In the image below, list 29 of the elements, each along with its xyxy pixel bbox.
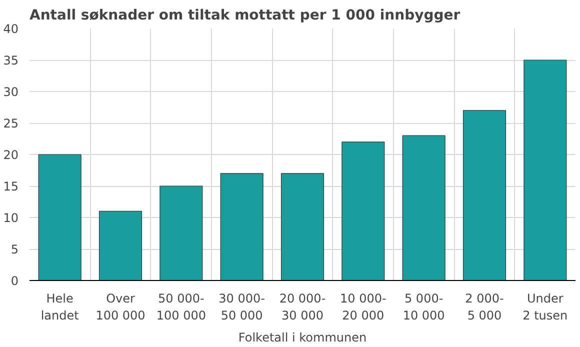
y-tick-label: 20: [3, 148, 19, 162]
x-tick-label: 30 000- 50 000: [218, 292, 265, 322]
y-tick-label: 5: [10, 242, 19, 256]
y-tick-label: 15: [3, 180, 19, 194]
bar: [38, 154, 82, 280]
y-tick-label: 40: [3, 22, 19, 36]
x-tick-label: 2 000- 5 000: [465, 292, 504, 322]
y-tick-label: 30: [3, 85, 19, 99]
y-tick-label: 35: [3, 54, 19, 68]
x-axis-title: Folketall i kommunen: [238, 330, 367, 344]
y-tick-label: 0: [10, 274, 19, 288]
x-tick-label: Over 100 000: [96, 292, 146, 322]
x-tick-label: 20 000- 30 000: [279, 292, 326, 322]
y-tick-label: 10: [3, 211, 19, 225]
y-tick-label: 25: [3, 116, 19, 130]
bar: [402, 135, 446, 280]
bar: [160, 186, 203, 280]
chart-title: Antall søknader om tiltak mottatt per 1 000 innbygger: [30, 8, 460, 24]
bar: [280, 173, 324, 280]
bar: [342, 142, 385, 280]
x-tick-label: 50 000- 100 000: [156, 292, 206, 322]
x-tick-label: 5 000- 10 000: [402, 292, 445, 322]
x-tick-label: Hele landet: [40, 292, 80, 322]
bar: [98, 210, 142, 280]
bar: [220, 173, 264, 280]
bar: [462, 110, 506, 280]
bar: [524, 60, 567, 280]
x-tick-label: 10 000- 20 000: [340, 292, 386, 322]
x-tick-label: Under 2 tusen: [522, 292, 568, 322]
